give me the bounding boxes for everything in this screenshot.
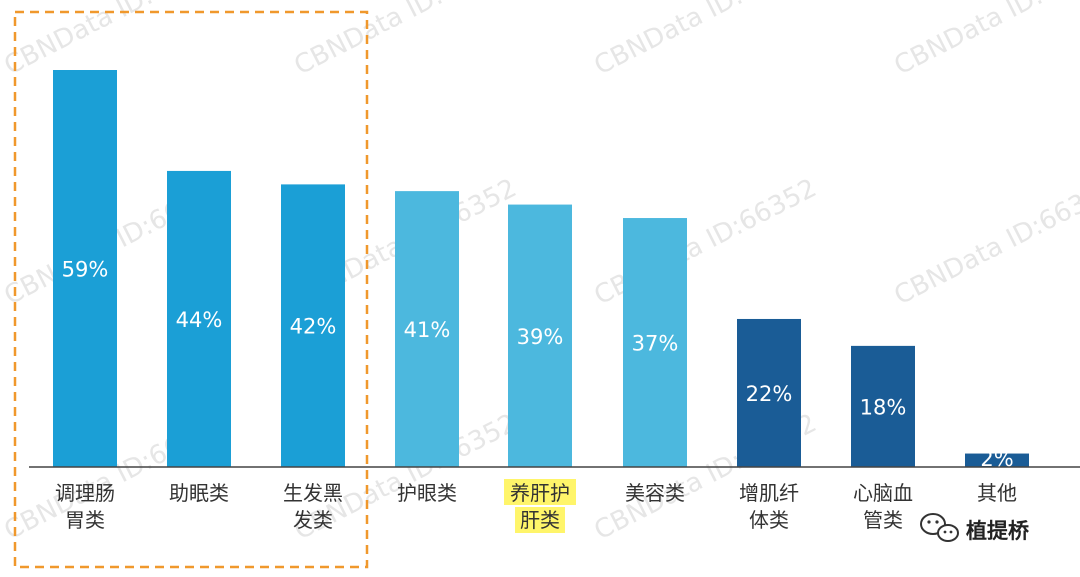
bar-value-label: 59% (62, 258, 109, 282)
value-labels: 59% 44% 42% 41% 39% 37% 22% 18% 2% (62, 258, 1014, 472)
label-highlight-layer (504, 479, 576, 533)
bar-value-label: 22% (746, 382, 793, 406)
category-label: 发类 (293, 508, 333, 532)
watermark-text: CBNData ID:66352 (890, 0, 1080, 81)
watermark-text: CBNData ID:66352 (590, 0, 822, 81)
bar (737, 318, 801, 467)
bar (623, 218, 687, 467)
bar (281, 184, 345, 467)
category-label: 养肝护 (510, 481, 570, 505)
bars (53, 70, 1029, 468)
bar (395, 191, 459, 467)
bar (53, 70, 117, 467)
bar-value-label: 39% (517, 325, 564, 349)
watermark-text: CBNData ID:66352 (890, 173, 1080, 311)
category-label: 助眠类 (169, 481, 229, 505)
category-label: 护眼类 (397, 481, 457, 505)
brand-name: 植提桥 (966, 519, 1030, 543)
bar-value-label: 18% (860, 395, 907, 419)
category-label: 其他 (977, 481, 1017, 505)
bar-value-label: 44% (176, 308, 223, 332)
brand-logo: 植提桥 (920, 513, 1030, 543)
category-label: 生发黑 (283, 481, 343, 505)
highlight-group-box (13, 10, 369, 569)
category-label: 管类 (863, 508, 903, 532)
bar-value-label: 37% (632, 332, 679, 356)
bar-value-label: 2% (980, 447, 1013, 471)
bar-value-label: 42% (290, 315, 337, 339)
wechat-icon (920, 513, 959, 542)
bar-value-label: 41% (404, 318, 451, 342)
bar (167, 170, 231, 468)
category-label: 调理肠 (55, 481, 115, 505)
category-label: 美容类 (625, 481, 685, 505)
bar (965, 453, 1029, 467)
label-highlight-bg (515, 507, 565, 533)
bar (851, 345, 915, 467)
category-label: 心脑血 (853, 481, 913, 505)
bar (508, 204, 572, 467)
watermark-text: CBNData ID:66352 (290, 0, 522, 81)
category-label: 胃类 (65, 508, 105, 532)
category-label: 肝类 (520, 508, 560, 532)
category-label: 增肌纤 (739, 481, 799, 505)
label-highlight-bg (504, 479, 576, 505)
category-label: 体类 (749, 508, 789, 532)
